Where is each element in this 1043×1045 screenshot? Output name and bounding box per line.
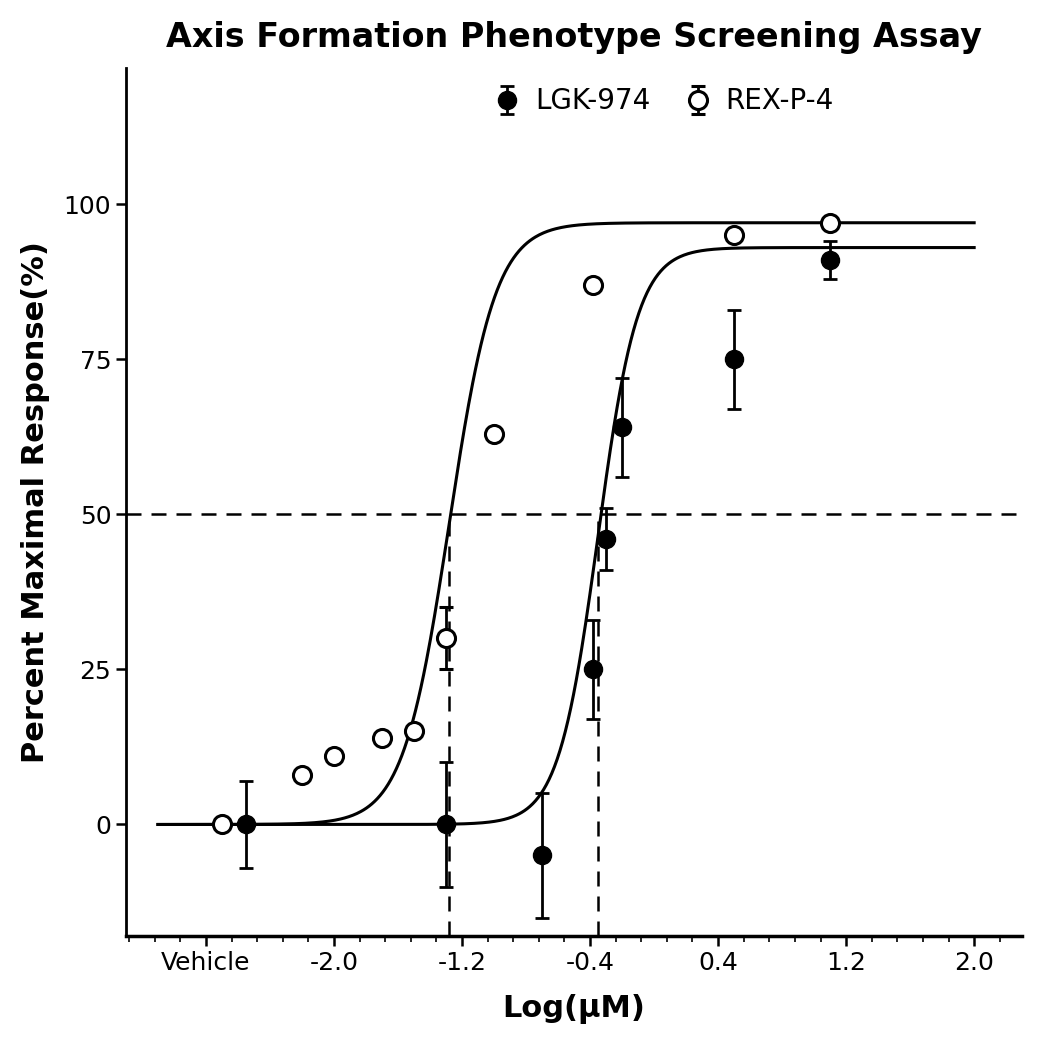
Y-axis label: Percent Maximal Response(%): Percent Maximal Response(%) xyxy=(21,241,50,763)
Title: Axis Formation Phenotype Screening Assay: Axis Formation Phenotype Screening Assay xyxy=(166,21,983,54)
X-axis label: Log(μM): Log(μM) xyxy=(503,994,646,1024)
Legend: LGK-974, REX-P-4: LGK-974, REX-P-4 xyxy=(483,76,845,126)
